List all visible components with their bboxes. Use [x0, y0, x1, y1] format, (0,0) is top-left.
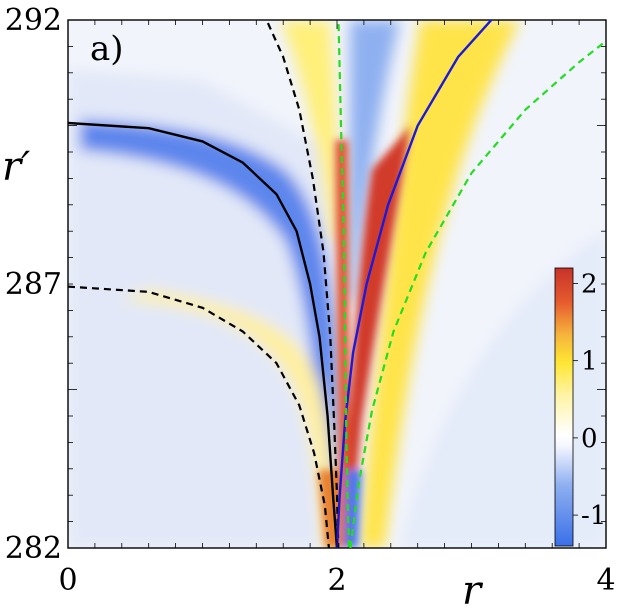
- colorbar-tick-label: 0: [581, 424, 598, 454]
- curve-1: [68, 121, 339, 548]
- curve-5: [337, 20, 351, 548]
- colorbar-gradient: [554, 267, 574, 547]
- x-tick-label: 4: [596, 563, 615, 598]
- curve-6: [349, 39, 606, 548]
- colorbar-tick-label: 1: [581, 347, 598, 377]
- x-tick-label: 2: [327, 563, 346, 598]
- colorbar: 2 1 0 -1: [554, 267, 606, 547]
- curves: [68, 20, 606, 548]
- y-tick-label: 292: [5, 3, 62, 38]
- panel-label: a): [90, 29, 124, 69]
- colorbar-ticks: 2 1 0 -1: [573, 269, 606, 531]
- curve-4: [335, 20, 493, 548]
- y-ticks: 282 287 292: [5, 3, 606, 566]
- x-axis-title: r: [462, 568, 484, 613]
- x-ticks: 0 2 4: [58, 20, 616, 598]
- y-tick-label: 282: [5, 531, 62, 566]
- colorbar-tick-label: -1: [581, 501, 606, 531]
- y-axis-title: r′: [2, 144, 30, 190]
- curve-3: [265, 20, 340, 548]
- colorbar-tick-label: 2: [581, 269, 598, 299]
- x-tick-label: 0: [58, 563, 77, 598]
- curve-2: [68, 285, 330, 548]
- y-tick-label: 287: [5, 267, 62, 302]
